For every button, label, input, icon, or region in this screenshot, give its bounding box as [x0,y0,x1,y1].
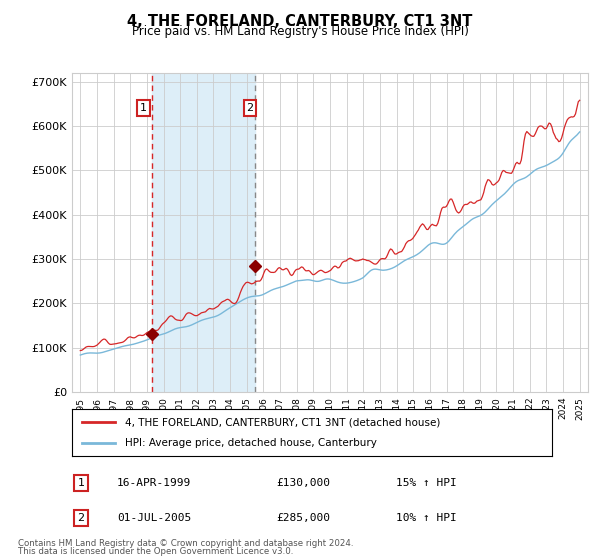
Text: 1: 1 [77,478,85,488]
Text: This data is licensed under the Open Government Licence v3.0.: This data is licensed under the Open Gov… [18,547,293,556]
Text: Price paid vs. HM Land Registry's House Price Index (HPI): Price paid vs. HM Land Registry's House … [131,25,469,38]
Text: 10% ↑ HPI: 10% ↑ HPI [396,513,457,523]
Text: 15% ↑ HPI: 15% ↑ HPI [396,478,457,488]
Text: HPI: Average price, detached house, Canterbury: HPI: Average price, detached house, Cant… [125,438,377,448]
Text: 2: 2 [77,513,85,523]
Text: £285,000: £285,000 [276,513,330,523]
Text: £130,000: £130,000 [276,478,330,488]
Text: 2: 2 [247,103,254,113]
Text: 16-APR-1999: 16-APR-1999 [117,478,191,488]
Text: 01-JUL-2005: 01-JUL-2005 [117,513,191,523]
Text: 4, THE FORELAND, CANTERBURY, CT1 3NT (detached house): 4, THE FORELAND, CANTERBURY, CT1 3NT (de… [125,417,440,427]
Text: 4, THE FORELAND, CANTERBURY, CT1 3NT: 4, THE FORELAND, CANTERBURY, CT1 3NT [127,14,473,29]
Text: 1: 1 [140,103,147,113]
Text: Contains HM Land Registry data © Crown copyright and database right 2024.: Contains HM Land Registry data © Crown c… [18,539,353,548]
Bar [152,73,255,392]
